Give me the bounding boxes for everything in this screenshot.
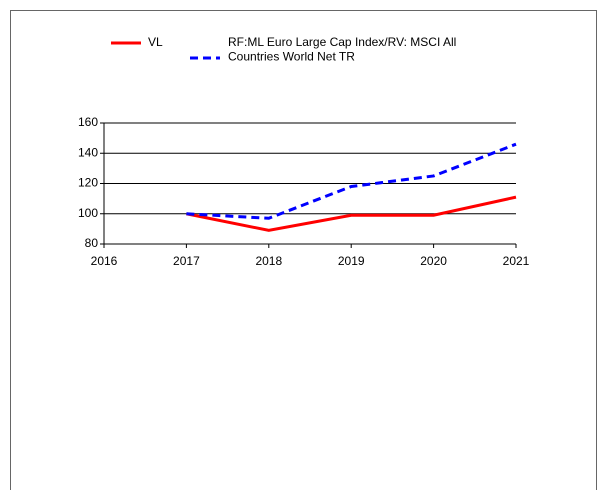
y-tick-label: 160 <box>78 115 98 129</box>
x-tick-label: 2017 <box>173 254 200 268</box>
x-tick-label: 2021 <box>503 254 530 268</box>
legend-line: RF:ML Euro Large Cap Index/RV: MSCI All <box>228 35 456 49</box>
legend-line: Countries World Net TR <box>228 50 355 64</box>
frame <box>10 10 597 490</box>
legend-label: RF:ML Euro Large Cap Index/RV: MSCI All C… <box>228 35 456 64</box>
y-tick-label: 100 <box>78 206 98 220</box>
x-tick-label: 2016 <box>91 254 118 268</box>
legend-line: VL <box>148 35 163 49</box>
y-tick-label: 140 <box>78 145 98 159</box>
series-line <box>186 142 517 220</box>
x-tick-label: 2020 <box>420 254 447 268</box>
y-tick-label: 80 <box>85 236 99 250</box>
x-tick-label: 2019 <box>338 254 365 268</box>
legend-label: VL <box>148 35 163 49</box>
x-tick-label: 2018 <box>255 254 282 268</box>
y-tick-label: 120 <box>78 176 98 190</box>
series-line <box>186 195 517 232</box>
